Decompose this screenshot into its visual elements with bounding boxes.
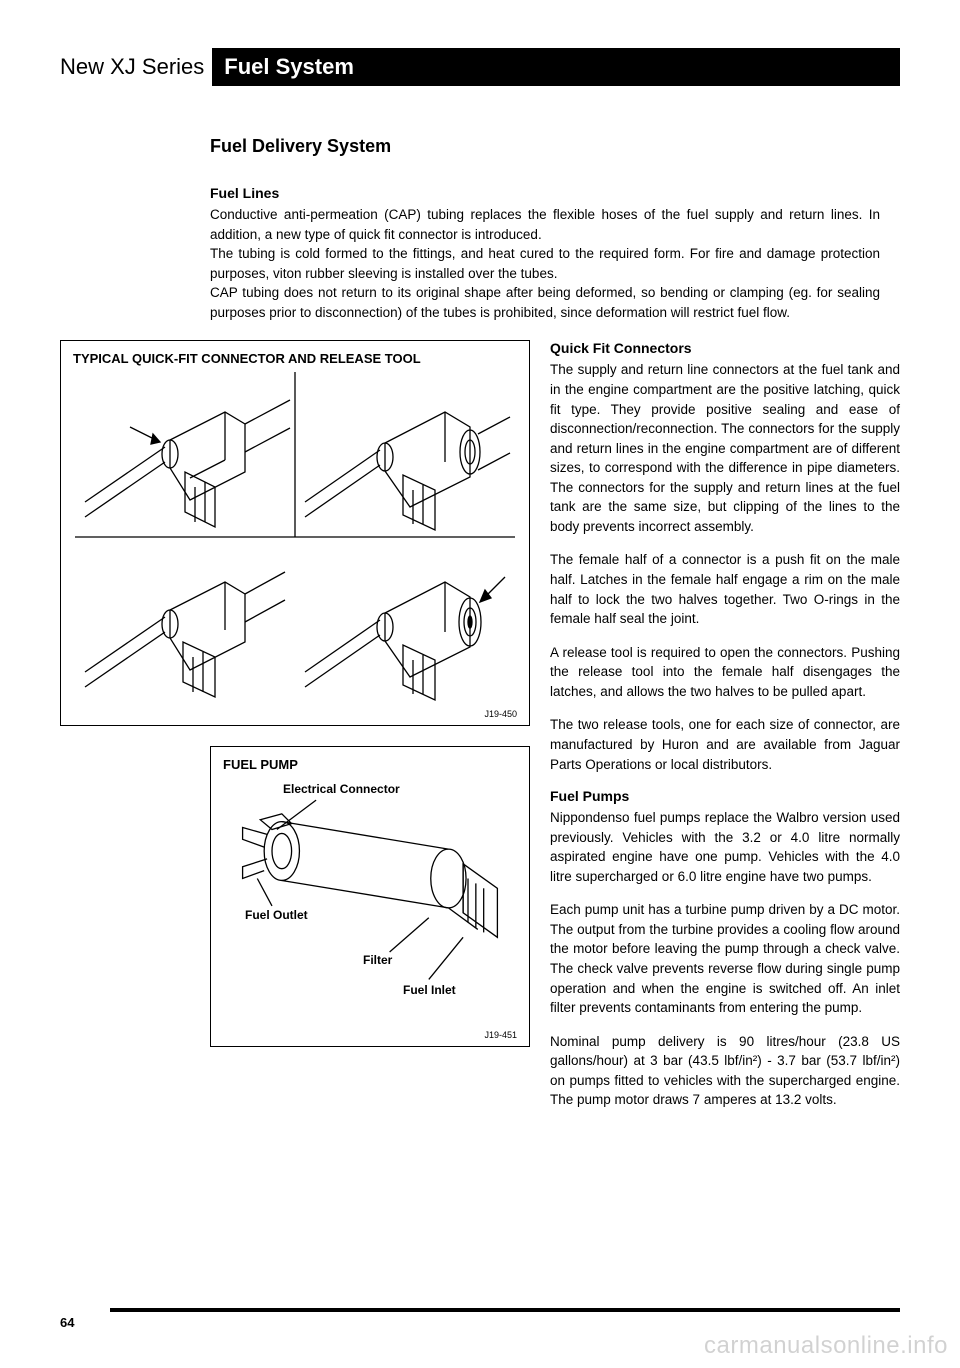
figure1-title: TYPICAL QUICK-FIT CONNECTOR AND RELEASE …	[73, 351, 517, 366]
pumps-p2: Each pump unit has a turbine pump driven…	[550, 900, 900, 1017]
label-filter: Filter	[363, 953, 392, 967]
figure2-title: FUEL PUMP	[223, 757, 517, 772]
footer-rule	[110, 1308, 900, 1312]
fuel-pump-diagram-icon	[223, 778, 517, 1028]
figure2-illustration: Electrical Connector Fuel Outlet Filter …	[223, 778, 517, 1028]
figure1-illustration	[73, 372, 517, 707]
section-title: Fuel Delivery System	[210, 136, 900, 157]
series-label: New XJ Series	[60, 54, 204, 80]
quickfit-p4: The two release tools, one for each size…	[550, 715, 900, 774]
fuel-lines-p3: CAP tubing does not return to its origin…	[210, 283, 880, 322]
fuel-lines-p1: Conductive anti-permeation (CAP) tubing …	[210, 205, 880, 244]
quickfit-p2: The female half of a connector is a push…	[550, 550, 900, 628]
pumps-p3: Nominal pump delivery is 90 litres/hour …	[550, 1032, 900, 1110]
fuel-lines-heading: Fuel Lines	[210, 185, 880, 201]
label-fuel-inlet: Fuel Inlet	[403, 983, 456, 997]
pumps-heading: Fuel Pumps	[550, 788, 900, 804]
figure-quickfit-connector: TYPICAL QUICK-FIT CONNECTOR AND RELEASE …	[60, 340, 530, 726]
chapter-title: Fuel System	[212, 48, 900, 86]
pumps-p1: Nippondenso fuel pumps replace the Walbr…	[550, 808, 900, 886]
page-number: 64	[60, 1315, 74, 1330]
quickfit-p1: The supply and return line connectors at…	[550, 360, 900, 536]
label-fuel-outlet: Fuel Outlet	[245, 908, 308, 922]
figure1-ref: J19-450	[73, 709, 517, 719]
connector-diagram-icon	[73, 372, 517, 702]
fuel-lines-block: Fuel Lines Conductive anti-permeation (C…	[210, 185, 880, 322]
figure2-ref: J19-451	[223, 1030, 517, 1040]
figure-fuel-pump: FUEL PUMP Electrical Connector Fuel Outl…	[210, 746, 530, 1047]
quickfit-heading: Quick Fit Connectors	[550, 340, 900, 356]
page-header: New XJ Series Fuel System	[60, 48, 900, 86]
right-text-column: Quick Fit Connectors The supply and retu…	[550, 340, 900, 1124]
watermark: carmanualsonline.info	[704, 1332, 948, 1360]
label-electrical-connector: Electrical Connector	[283, 782, 400, 796]
fuel-lines-p2: The tubing is cold formed to the fitting…	[210, 244, 880, 283]
quickfit-p3: A release tool is required to open the c…	[550, 643, 900, 702]
